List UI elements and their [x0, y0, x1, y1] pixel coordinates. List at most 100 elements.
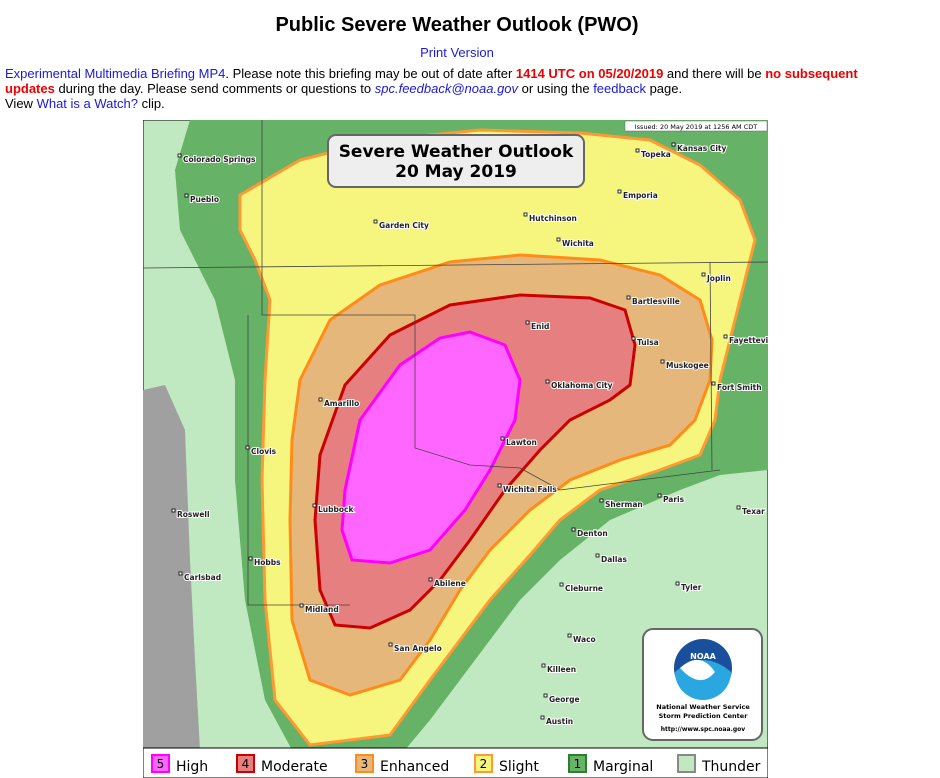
map-title: Severe Weather Outlook [339, 142, 574, 162]
city-label: Enid [531, 322, 549, 331]
city-label: Waco [573, 635, 596, 644]
city-label: Abilene [434, 579, 466, 588]
city-label: Roswell [177, 510, 210, 519]
notice-text: during the day. Please send comments or … [54, 81, 375, 96]
city-marker [245, 445, 250, 450]
notice-text: or using the [518, 81, 594, 96]
city-label: Bartlesville [632, 297, 680, 306]
email-link[interactable]: spc.feedback@noaa.gov [374, 81, 519, 96]
city-marker [248, 556, 253, 561]
city-marker [373, 219, 378, 224]
legend: 5 High 4 Moderate 3 Enhanced 2 Slight 1 Marginal T… [151, 754, 761, 775]
city-label: Wichita [562, 239, 594, 248]
city-marker [595, 553, 600, 558]
city-label: George [549, 695, 580, 704]
city-label: Austin [546, 717, 573, 726]
city-marker [736, 505, 741, 510]
city-marker [556, 237, 561, 242]
outlook-map: Severe Weather Outlook 20 May 2019 Issue… [143, 120, 768, 778]
city-marker [497, 483, 502, 488]
city-marker [177, 153, 182, 158]
legend-number: 2 [480, 757, 488, 771]
city-label: Denton [577, 529, 608, 538]
city-label: Texar [742, 507, 765, 516]
briefing-link[interactable]: Experimental Multimedia Briefing MP4 [5, 66, 226, 81]
city-marker [631, 336, 636, 341]
city-marker [711, 381, 716, 386]
city-marker [635, 148, 640, 153]
city-labels: Colorado Springs Pueblo Garden City Hutchin… [171, 142, 768, 727]
print-row: Print Version [0, 45, 914, 60]
logo-text: NOAA [690, 652, 716, 661]
legend-label: Enhanced [380, 759, 449, 775]
map-date: 20 May 2019 [395, 162, 517, 182]
legend-swatch [474, 754, 493, 773]
legend-swatch [151, 754, 170, 773]
city-label: Carlsbad [184, 573, 221, 582]
city-label: Tyler [681, 583, 702, 592]
city-label: Dallas [601, 555, 627, 564]
city-label: Killeen [547, 665, 576, 674]
city-label: Sherman [605, 500, 643, 509]
city-marker [523, 212, 528, 217]
legend-number: 3 [361, 757, 369, 771]
city-label: Clovis [251, 447, 277, 456]
city-label: Joplin [706, 274, 731, 283]
city-marker [299, 603, 304, 608]
legend-number: 4 [242, 757, 250, 771]
legend-label: Marginal [593, 759, 653, 775]
legend-swatch [568, 754, 587, 773]
legend-label: High [176, 759, 208, 775]
city-marker [617, 189, 622, 194]
legend-swatch [677, 754, 696, 773]
city-label: Lawton [506, 438, 537, 447]
city-marker [571, 527, 576, 532]
city-marker [675, 581, 680, 586]
print-link[interactable]: Print Version [420, 45, 494, 60]
issued-text: Issued: 20 May 2019 at 1256 AM CDT [635, 123, 758, 131]
city-marker [657, 493, 662, 498]
city-label: Garden City [379, 221, 429, 230]
city-marker [388, 642, 393, 647]
notice-text: clip. [137, 96, 165, 111]
page-title: Public Severe Weather Outlook (PWO) [275, 14, 639, 36]
city-label: Paris [663, 495, 685, 504]
legend-swatch [236, 754, 255, 773]
city-marker [184, 193, 189, 198]
notice-warning: no subsequent updates [5, 66, 858, 96]
city-marker [545, 379, 550, 384]
city-marker [567, 633, 572, 638]
state-borders [143, 120, 768, 606]
notice-text: . Please note this briefing may be out o… [225, 66, 516, 81]
city-label: Oklahoma City [551, 381, 613, 390]
city-marker [312, 503, 317, 508]
city-marker [178, 571, 183, 576]
notice-time: 1414 UTC on 05/20/2019 [515, 66, 664, 81]
notice-text: page. [645, 81, 683, 96]
city-label: Amarillo [324, 399, 359, 408]
area-high [340, 330, 522, 565]
watch-link[interactable]: What is a Watch? [36, 96, 138, 111]
legend-label: Thunder [701, 759, 761, 775]
city-label: Wichita Falls [503, 485, 557, 494]
feedback-link[interactable]: feedback [593, 81, 646, 96]
logo-line: National Weather Service [656, 703, 750, 711]
logo-line: Storm Prediction Center [659, 712, 749, 720]
city-marker [171, 508, 176, 513]
city-marker [671, 142, 676, 147]
city-marker [599, 498, 604, 503]
city-marker [525, 320, 530, 325]
legend-swatch [355, 754, 374, 773]
city-label: Kansas City [677, 144, 726, 153]
city-label: Fort Smith [717, 383, 762, 392]
city-marker [541, 663, 546, 668]
city-label: Lubbock [318, 505, 354, 514]
city-label: Tulsa [637, 338, 659, 347]
city-label: Colorado Springs [183, 155, 256, 164]
logo-gull [680, 659, 715, 681]
city-marker [559, 582, 564, 587]
city-marker [500, 436, 505, 441]
city-label: Pueblo [190, 195, 219, 204]
